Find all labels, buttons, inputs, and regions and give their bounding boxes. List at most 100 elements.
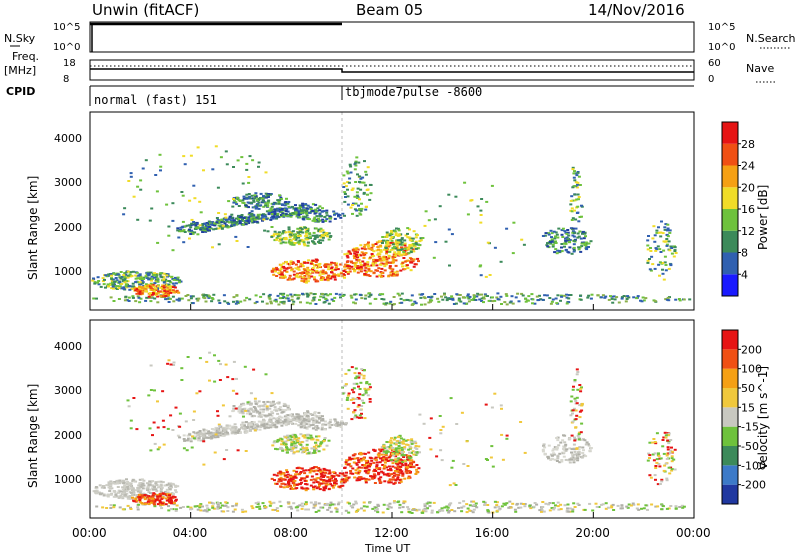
echo-pixel (286, 420, 290, 423)
echo-pixel (329, 277, 333, 280)
echo-pixel (524, 297, 528, 300)
echo-pixel (225, 426, 229, 429)
echo-pixel (191, 232, 195, 235)
echo-pixel (556, 236, 560, 239)
echo-pixel (209, 431, 213, 434)
echo-pixel (165, 483, 169, 486)
echo-pixel (333, 484, 337, 487)
echo-pixel (367, 292, 371, 295)
echo-pixel (654, 249, 658, 252)
echo-pixel (278, 472, 282, 474)
echo-pixel (149, 292, 152, 295)
echo-pixel (367, 247, 371, 250)
echo-pixel (594, 502, 598, 505)
echo-pixel (221, 224, 225, 227)
echo-pixel (226, 433, 230, 436)
echo-pixel (294, 263, 298, 266)
echo-pixel (410, 442, 414, 445)
echo-pixel (270, 414, 274, 417)
echo-pixel (324, 471, 327, 474)
echo-pixel (270, 208, 274, 211)
echo-pixel (342, 481, 346, 484)
echo-pixel (314, 444, 318, 447)
echo-pixel (368, 398, 372, 400)
echo-pixel (281, 472, 285, 475)
echo-pixel (170, 501, 174, 504)
echo-pixel (235, 217, 238, 220)
echo-pixel (263, 201, 267, 204)
echo-pixel (344, 422, 348, 425)
echo-pixel (226, 225, 230, 228)
echo-pixel (146, 496, 149, 499)
echo-pixel (273, 239, 277, 242)
echo-pixel (305, 448, 309, 451)
echo-pixel (255, 196, 259, 199)
echo-pixel (548, 297, 552, 299)
echo-pixel (408, 236, 412, 239)
echo-pixel (303, 272, 307, 274)
echo-pixel (208, 295, 212, 298)
echo-pixel (314, 479, 318, 482)
echo-pixel (146, 500, 150, 503)
echo-pixel (246, 197, 250, 200)
echo-pixel (161, 284, 164, 287)
freq-left-tick-top: 18 (63, 58, 76, 69)
echo-pixel (398, 479, 402, 481)
echo-pixel (196, 233, 200, 236)
echo-pixel (363, 369, 366, 372)
echo-pixel (430, 509, 434, 512)
echo-pixel (109, 493, 113, 496)
echo-pixel (174, 498, 178, 501)
echo-pixel (674, 298, 678, 301)
echo-pixel (661, 268, 664, 271)
echo-pixel (669, 245, 673, 248)
echo-pixel (337, 213, 340, 216)
echo-pixel (127, 180, 131, 182)
echo-pixel (376, 259, 380, 261)
echo-pixel (467, 297, 471, 300)
echo-pixel (543, 294, 547, 297)
echo-pixel (130, 288, 134, 290)
echo-pixel (284, 297, 288, 300)
echo-pixel (330, 484, 334, 487)
echo-pixel (344, 477, 348, 480)
echo-pixel (361, 458, 365, 461)
echo-pixel (353, 195, 357, 198)
echo-pixel (303, 436, 307, 439)
echo-pixel (342, 293, 346, 296)
echo-pixel (289, 262, 293, 265)
echo-pixel (285, 416, 289, 419)
echo-pixel (255, 217, 259, 220)
echo-pixel (563, 230, 567, 233)
echo-pixel (604, 507, 608, 510)
echo-pixel (665, 243, 669, 246)
echo-pixel (234, 302, 238, 305)
echo-pixel (304, 235, 308, 238)
echo-pixel (266, 414, 270, 417)
echo-pixel (505, 502, 509, 505)
echo-pixel (317, 411, 321, 414)
echo-pixel (175, 289, 179, 292)
echo-pixel (314, 261, 318, 263)
echo-pixel (335, 474, 339, 477)
echo-pixel (409, 239, 413, 242)
echo-pixel (142, 479, 146, 482)
echo-pixel (275, 474, 279, 477)
echo-pixel (114, 493, 118, 496)
echo-pixel (427, 301, 431, 304)
echo-pixel (668, 229, 672, 232)
echo-pixel (411, 450, 415, 453)
echo-pixel (414, 445, 418, 447)
echo-pixel (127, 484, 131, 487)
echo-pixel (300, 415, 304, 418)
echo-pixel (364, 170, 368, 173)
echo-pixel (381, 448, 385, 451)
echo-pixel (140, 277, 144, 280)
echo-pixel (308, 206, 312, 209)
echo-pixel (332, 475, 336, 478)
echo-pixel (358, 393, 362, 396)
echo-pixel (275, 482, 279, 485)
echo-pixel (150, 275, 154, 278)
echo-pixel (359, 476, 363, 479)
echo-pixel (169, 498, 173, 501)
